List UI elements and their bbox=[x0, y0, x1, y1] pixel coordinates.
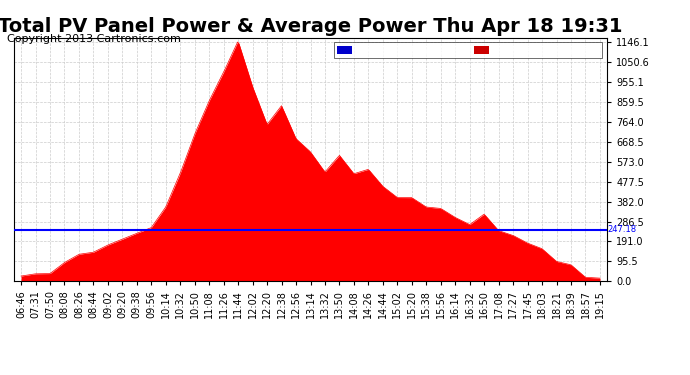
Title: Total PV Panel Power & Average Power Thu Apr 18 19:31: Total PV Panel Power & Average Power Thu… bbox=[0, 17, 623, 36]
Text: Copyright 2013 Cartronics.com: Copyright 2013 Cartronics.com bbox=[7, 34, 181, 44]
Text: 247.18: 247.18 bbox=[607, 225, 636, 234]
Legend: Average  (DC Watts), PV Panels  (DC Watts): Average (DC Watts), PV Panels (DC Watts) bbox=[334, 42, 602, 58]
